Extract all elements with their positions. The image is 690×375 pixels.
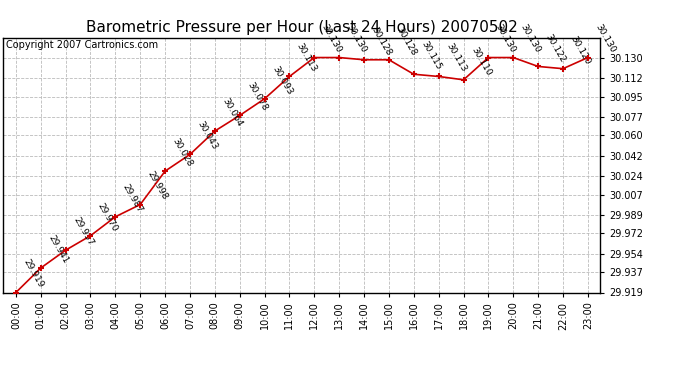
- Text: Copyright 2007 Cartronics.com: Copyright 2007 Cartronics.com: [6, 40, 159, 50]
- Text: 30.130: 30.130: [320, 23, 344, 55]
- Text: 30.130: 30.130: [345, 23, 368, 55]
- Text: 30.130: 30.130: [593, 23, 617, 55]
- Text: 30.120: 30.120: [569, 34, 592, 66]
- Text: 29.957: 29.957: [71, 216, 95, 248]
- Text: 30.115: 30.115: [420, 40, 443, 72]
- Text: 29.919: 29.919: [21, 258, 45, 290]
- Text: 30.078: 30.078: [245, 81, 269, 112]
- Text: 29.941: 29.941: [46, 234, 70, 265]
- Text: 30.128: 30.128: [395, 25, 418, 57]
- Text: 29.987: 29.987: [121, 182, 144, 214]
- Text: 30.028: 30.028: [170, 136, 194, 168]
- Text: 30.043: 30.043: [195, 120, 219, 152]
- Text: 30.128: 30.128: [370, 25, 393, 57]
- Text: 30.110: 30.110: [469, 45, 493, 77]
- Title: Barometric Pressure per Hour (Last 24 Hours) 20070502: Barometric Pressure per Hour (Last 24 Ho…: [86, 20, 518, 35]
- Text: 30.130: 30.130: [519, 23, 542, 55]
- Text: 30.064: 30.064: [220, 96, 244, 128]
- Text: 30.130: 30.130: [494, 23, 518, 55]
- Text: 29.970: 29.970: [96, 201, 119, 233]
- Text: 30.113: 30.113: [295, 42, 319, 74]
- Text: 30.113: 30.113: [444, 42, 468, 74]
- Text: 30.122: 30.122: [544, 32, 567, 64]
- Text: 29.998: 29.998: [146, 170, 169, 202]
- Text: 30.093: 30.093: [270, 64, 294, 96]
